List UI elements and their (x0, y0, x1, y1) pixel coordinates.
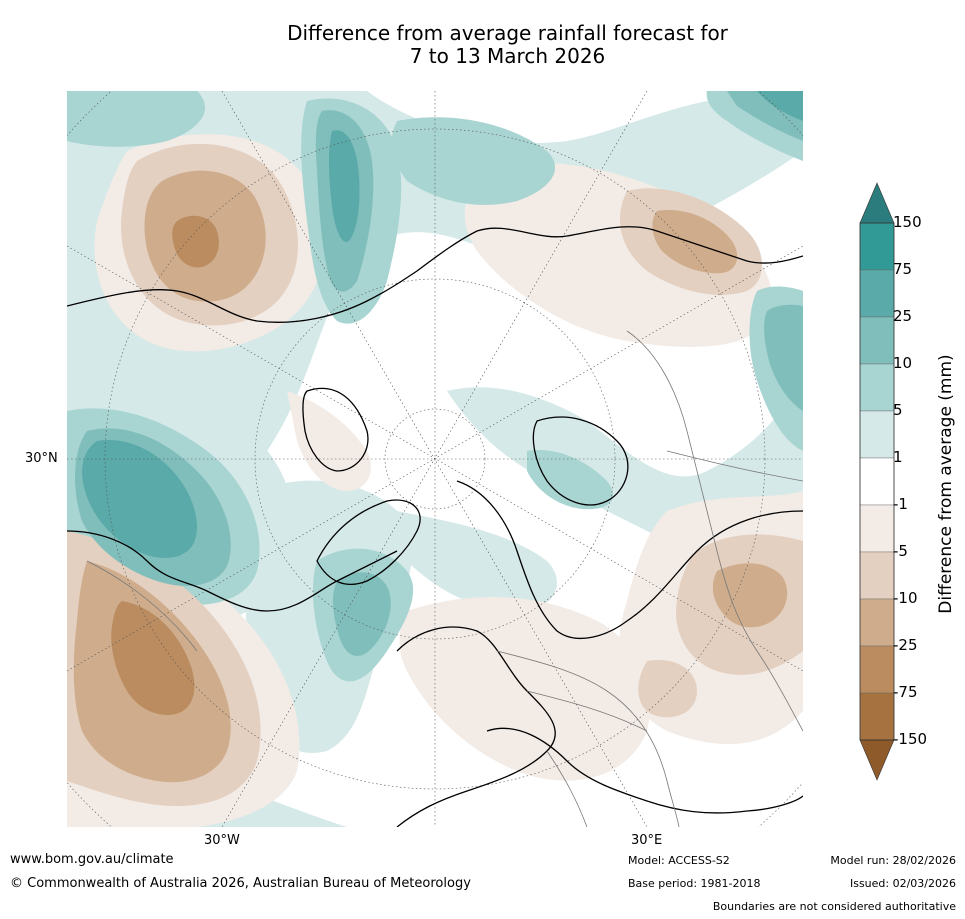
colorbar-band (859, 504, 895, 553)
colorbar-band (859, 598, 895, 647)
colorbar-band (859, 222, 895, 271)
map-title-line1: Difference from average rainfall forecas… (287, 21, 728, 45)
colorbar-tick-label: 1 (893, 448, 903, 466)
colorbar-band (859, 551, 895, 600)
colorbar-tick-label: -1 (893, 495, 908, 513)
colorbar-band (859, 316, 895, 365)
issued-text: Issued: 02/03/2026 (849, 877, 956, 890)
colorbar-extend-min (859, 739, 895, 781)
colorbar-extend-max (859, 182, 895, 224)
copyright-text: © Commonwealth of Australia 2026, Austra… (10, 876, 471, 891)
lat-label-30n: 30°N (25, 451, 58, 466)
polar-rainfall-map (67, 91, 803, 827)
colorbar-tick-label: 5 (893, 401, 903, 419)
colorbar-tick-label: 150 (893, 213, 922, 231)
lon-label-30e: 30°E (631, 833, 663, 848)
anomaly-dry-very-strong (111, 215, 219, 715)
model-text: Model: ACCESS-S2 (628, 854, 730, 867)
colorbar-band (859, 692, 895, 741)
colorbar-tick-label: -150 (893, 730, 928, 748)
colorbar-tick-label: 75 (893, 260, 913, 278)
colorbar-tick-label: 25 (893, 307, 913, 325)
base-period-text: Base period: 1981-2018 (628, 877, 761, 890)
colorbar-band (859, 457, 895, 506)
anomaly-wet-very-strong (82, 91, 803, 558)
colorbar-band (859, 645, 895, 694)
colorbar-tick-label: -5 (893, 542, 908, 560)
model-run-text: Model run: 28/02/2026 (830, 854, 956, 867)
map-title-line2: 7 to 13 March 2026 (409, 44, 606, 68)
country-borders (86, 330, 803, 827)
colorbar-band (859, 363, 895, 412)
colorbar-bands (859, 222, 895, 741)
colorbar-tick-label: -25 (893, 636, 918, 654)
colorbar-tick-label: -10 (893, 589, 918, 607)
colorbar-band (859, 410, 895, 459)
website-link[interactable]: www.bom.gov.au/climate (10, 852, 174, 867)
lon-label-30w: 30°W (204, 833, 240, 848)
colorbar-title: Difference from average (mm) (936, 354, 956, 614)
colorbar-tick-label: -75 (893, 683, 918, 701)
graticule (67, 91, 803, 827)
colorbar-band (859, 269, 895, 318)
colorbar (859, 182, 895, 781)
coastlines (67, 226, 803, 827)
disclaimer-text: Boundaries are not considered authoritat… (712, 900, 956, 913)
colorbar-tick-label: 10 (893, 354, 913, 372)
